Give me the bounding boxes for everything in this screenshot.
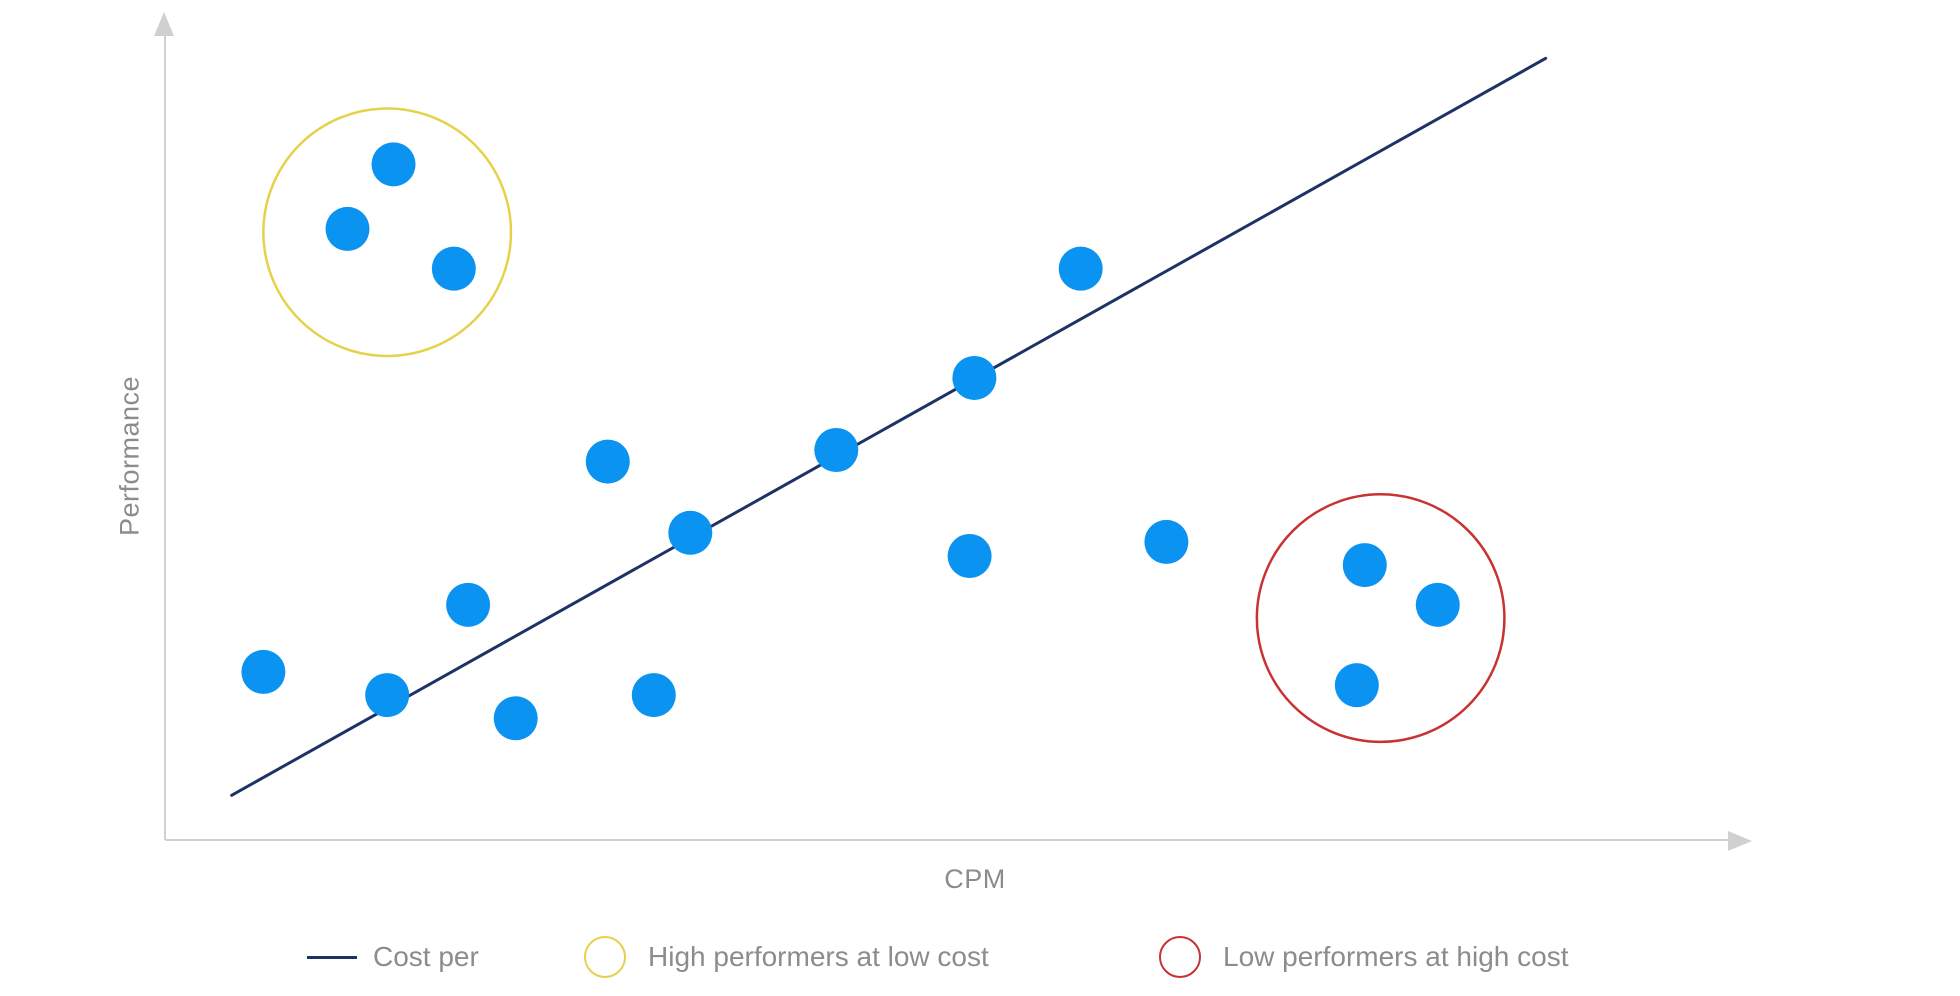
- legend-item-low-performers: Low performers at high cost: [1159, 932, 1569, 982]
- data-point: [325, 206, 370, 251]
- data-point: [1342, 543, 1387, 588]
- axes: [154, 12, 1752, 851]
- legend-label: High performers at low cost: [648, 941, 989, 972]
- high-performers-circle: [262, 107, 513, 358]
- annotations: [262, 107, 1506, 744]
- legend-item-high-performers: High performers at low cost: [584, 932, 989, 982]
- data-point: [1058, 246, 1103, 291]
- data-point: [631, 673, 676, 718]
- line-swatch-icon: [307, 955, 357, 959]
- data-point: [446, 582, 491, 627]
- data-point: [365, 673, 410, 718]
- low-performers-circle: [1255, 493, 1506, 744]
- data-point: [371, 142, 416, 187]
- x-axis-label: CPM: [944, 864, 1006, 894]
- data-point: [1415, 582, 1460, 627]
- data-point: [585, 439, 630, 484]
- data-point: [668, 510, 713, 555]
- legend-label: Low performers at high cost: [1223, 941, 1569, 972]
- legend-label: Cost per: [373, 941, 479, 972]
- data-point: [431, 246, 476, 291]
- data-point: [952, 355, 997, 400]
- data-points: [241, 142, 1460, 741]
- data-point: [1144, 519, 1189, 564]
- data-point: [814, 428, 859, 473]
- x-axis-arrow-icon: [1728, 831, 1752, 851]
- data-point: [1334, 663, 1379, 708]
- data-point: [241, 649, 286, 694]
- data-point: [493, 696, 538, 741]
- data-point: [947, 533, 992, 578]
- y-axis-arrow-icon: [154, 12, 174, 36]
- circle-outline-icon: [1159, 936, 1201, 978]
- y-axis-label: Performance: [114, 375, 145, 537]
- cost-per-trend-line: [230, 56, 1548, 797]
- legend-item-cost-per: Cost per: [307, 932, 479, 982]
- circle-outline-icon: [584, 936, 626, 978]
